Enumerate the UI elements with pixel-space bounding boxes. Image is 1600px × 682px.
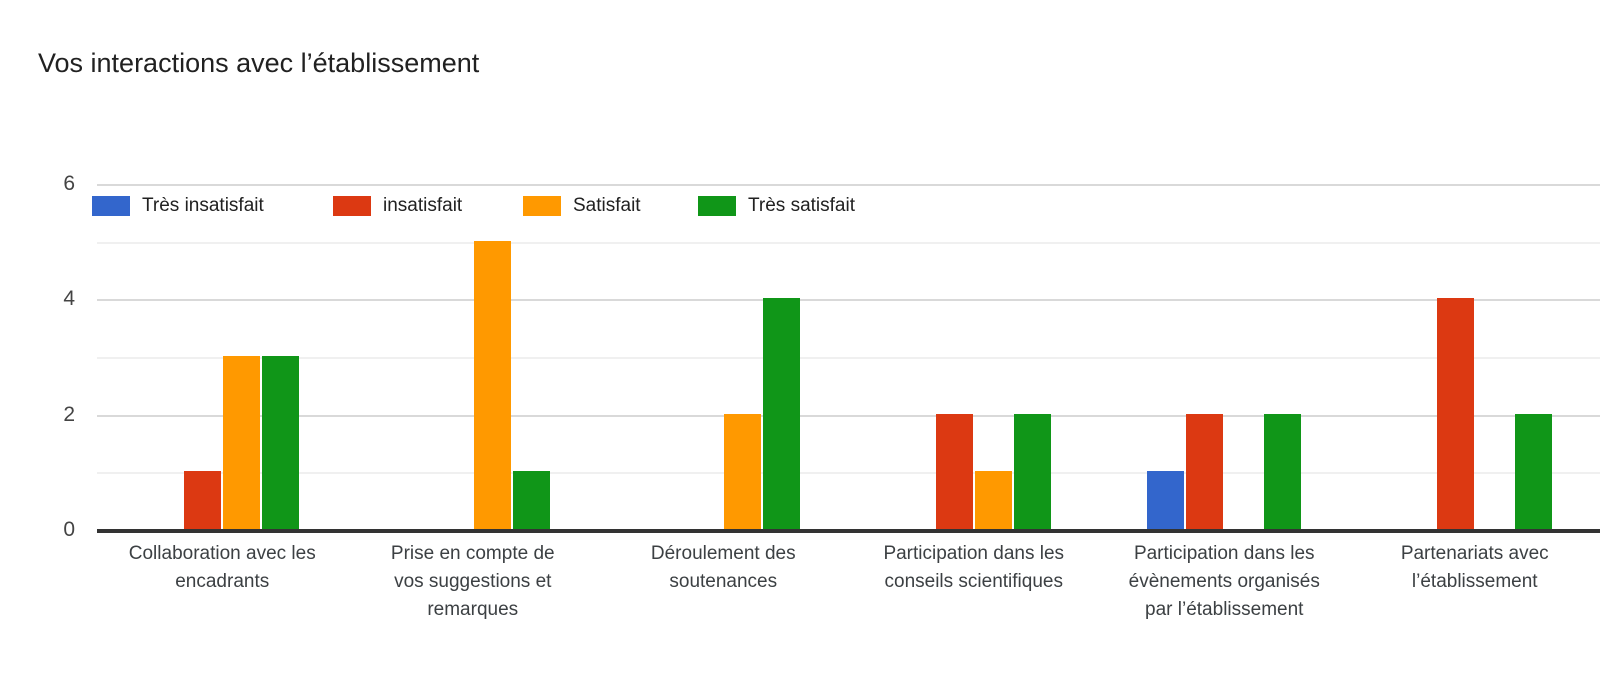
- bar-group: [1099, 184, 1350, 529]
- bar[interactable]: [724, 414, 762, 529]
- legend-swatch: [523, 196, 561, 216]
- y-tick-label: 0: [63, 518, 75, 541]
- legend-label: Très insatisfait: [142, 195, 264, 216]
- category-label: Participation dans les évènements organi…: [1128, 543, 1320, 620]
- bar[interactable]: [1436, 298, 1474, 529]
- bar-group: [348, 184, 599, 529]
- bar[interactable]: [223, 356, 261, 529]
- y-tick-label: 6: [63, 172, 75, 195]
- category-label: Collaboration avec les encadrants: [128, 543, 316, 592]
- bar[interactable]: [1264, 414, 1302, 529]
- legend-label: insatisfait: [383, 195, 463, 216]
- bar[interactable]: [763, 298, 801, 529]
- y-tick-label: 2: [63, 402, 75, 426]
- legend-item: Satisfait: [523, 195, 641, 217]
- category-label: Déroulement des soutenances: [650, 543, 796, 592]
- category-label: Prise en compte de vos suggestions et re…: [390, 543, 555, 620]
- gridline-major-6: [97, 184, 1600, 186]
- chart-title: Vos interactions avec l’établissement: [38, 48, 480, 78]
- bar[interactable]: [184, 471, 222, 529]
- plot-area: [97, 184, 1600, 533]
- gridline-minor-1: [97, 472, 1600, 475]
- legend-label: Satisfait: [573, 195, 641, 216]
- bar[interactable]: [262, 356, 300, 529]
- gridline-minor-3: [97, 357, 1600, 359]
- legend-item: Très satisfait: [698, 195, 855, 217]
- bar[interactable]: [935, 414, 973, 529]
- legend-swatch: [698, 196, 736, 216]
- bar[interactable]: [1514, 414, 1552, 529]
- category-label: Partenariats avec l’établissement: [1400, 543, 1549, 592]
- bar[interactable]: [512, 471, 550, 529]
- legend-item: Très insatisfait: [92, 195, 264, 217]
- bar[interactable]: [974, 471, 1012, 529]
- gridline-minor-5: [97, 241, 1600, 244]
- y-tick-label: 4: [63, 287, 75, 311]
- bar-group: [598, 184, 849, 529]
- category-label: Participation dans les conseils scientif…: [883, 543, 1065, 592]
- legend-label: Très satisfait: [748, 195, 855, 216]
- legend-item: insatisfait: [333, 195, 462, 217]
- legend-swatch: [333, 196, 371, 216]
- bar[interactable]: [1013, 414, 1051, 529]
- bar[interactable]: [473, 241, 511, 529]
- gridline-major-4: [97, 299, 1600, 302]
- bar-group: [1350, 184, 1600, 529]
- bar[interactable]: [1186, 414, 1224, 529]
- legend-swatch: [92, 196, 130, 216]
- gridline-major-2: [97, 414, 1600, 417]
- bar-group: [97, 184, 348, 529]
- bar[interactable]: [1147, 471, 1185, 529]
- bar-group: [849, 184, 1100, 529]
- x-axis-line: [97, 529, 1600, 533]
